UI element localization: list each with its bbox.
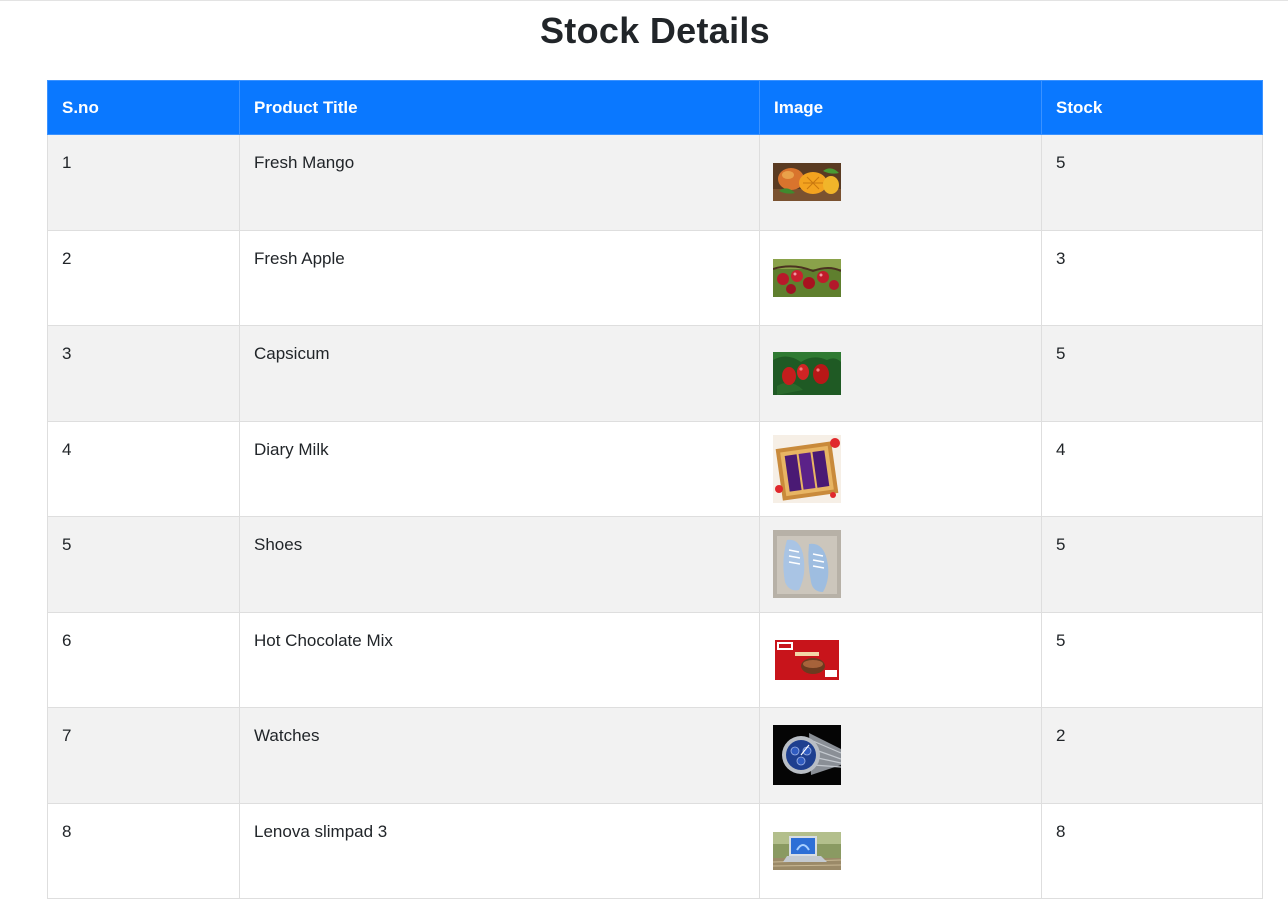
cell-image <box>759 611 1042 708</box>
cell-product-title: Shoes <box>239 516 760 613</box>
cell-sno: 7 <box>47 707 240 804</box>
column-header-product-title: Product Title <box>239 80 760 135</box>
table-row: 5 Shoes 5 <box>47 516 1263 613</box>
page-title: Stock Details <box>540 10 770 51</box>
shoes-photo <box>773 530 841 599</box>
table-row: 4 Diary Milk 4 <box>47 420 1263 517</box>
table-row: 7 Watches 2 <box>47 707 1263 804</box>
cell-product-title: Capsicum <box>239 325 760 422</box>
cell-image <box>759 802 1042 899</box>
capsicum-photo <box>773 351 841 395</box>
table-row: 2 Fresh Apple 3 <box>47 229 1263 326</box>
top-divider <box>0 0 1288 1</box>
cell-stock: 3 <box>1041 229 1263 326</box>
table-row: 8 Lenova slimpad 3 8 <box>47 802 1263 899</box>
table-row: 6 Hot Chocolate Mix 5 <box>47 611 1263 708</box>
cell-sno: 5 <box>47 516 240 613</box>
column-header-stock: Stock <box>1041 80 1263 135</box>
mango-photo <box>773 163 841 202</box>
cell-product-title: Lenova slimpad 3 <box>239 802 760 899</box>
stock-table: S.no Product Title Image Stock 1 Fresh M… <box>47 80 1263 899</box>
cell-stock: 2 <box>1041 707 1263 804</box>
cell-image <box>759 516 1042 613</box>
cell-image <box>759 325 1042 422</box>
cell-product-title: Diary Milk <box>239 420 760 517</box>
cell-stock: 8 <box>1041 802 1263 899</box>
watch-photo <box>773 725 841 786</box>
column-header-image: Image <box>759 80 1042 135</box>
hot-chocolate-box-photo <box>773 637 841 682</box>
cell-image <box>759 229 1042 326</box>
cell-image <box>759 134 1042 231</box>
cell-sno: 2 <box>47 229 240 326</box>
table-row: 1 Fresh Mango 5 <box>47 134 1263 231</box>
cell-stock: 5 <box>1041 516 1263 613</box>
cell-image <box>759 420 1042 517</box>
table-header-row: S.no Product Title Image Stock <box>47 80 1263 135</box>
cell-sno: 8 <box>47 802 240 899</box>
chocolate-box-photo <box>773 434 841 503</box>
cell-product-title: Watches <box>239 707 760 804</box>
cell-sno: 1 <box>47 134 240 231</box>
cell-sno: 6 <box>47 611 240 708</box>
cell-stock: 5 <box>1041 611 1263 708</box>
cell-stock: 5 <box>1041 325 1263 422</box>
cell-product-title: Hot Chocolate Mix <box>239 611 760 708</box>
cell-product-title: Fresh Mango <box>239 134 760 231</box>
cell-product-title: Fresh Apple <box>239 229 760 326</box>
table-row: 3 Capsicum 5 <box>47 325 1263 422</box>
apple-photo <box>773 258 841 297</box>
cell-image <box>759 707 1042 804</box>
cell-stock: 5 <box>1041 134 1263 231</box>
cell-sno: 4 <box>47 420 240 517</box>
laptop-photo <box>773 831 841 870</box>
column-header-sno: S.no <box>47 80 240 135</box>
cell-stock: 4 <box>1041 420 1263 517</box>
cell-sno: 3 <box>47 325 240 422</box>
